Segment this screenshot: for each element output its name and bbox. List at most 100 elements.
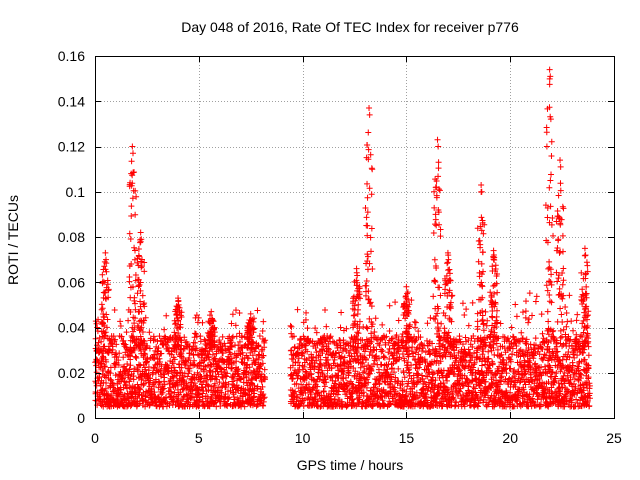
data-point	[519, 392, 526, 399]
data-point	[520, 386, 527, 393]
data-point	[332, 378, 339, 385]
data-point	[191, 357, 198, 364]
data-point	[188, 393, 195, 400]
data-point	[471, 385, 478, 392]
data-point	[295, 355, 302, 362]
data-point	[532, 335, 539, 342]
data-point	[128, 158, 135, 165]
data-point	[93, 369, 100, 376]
data-point	[393, 332, 400, 339]
data-point	[209, 351, 216, 358]
data-point	[197, 333, 204, 340]
data-point	[119, 375, 126, 382]
data-point	[255, 341, 262, 348]
data-point	[329, 385, 336, 392]
data-point	[431, 277, 438, 284]
data-point	[351, 372, 358, 379]
data-point	[414, 379, 421, 386]
data-point	[552, 375, 559, 382]
data-point	[479, 249, 486, 256]
data-point	[341, 354, 348, 361]
data-point	[563, 323, 570, 330]
data-point	[546, 258, 553, 265]
data-point	[435, 159, 442, 166]
data-point	[256, 368, 263, 375]
data-point	[366, 105, 373, 112]
data-point	[163, 403, 170, 410]
data-point	[129, 150, 136, 157]
data-point	[474, 347, 481, 354]
data-point	[389, 365, 396, 372]
y-tick-label: 0.02	[58, 365, 85, 381]
data-point	[338, 398, 345, 405]
data-point	[200, 379, 207, 386]
data-point	[328, 364, 335, 371]
data-point	[101, 362, 108, 369]
data-point	[340, 380, 347, 387]
data-point	[550, 232, 557, 239]
data-point	[344, 395, 351, 402]
data-point	[225, 381, 232, 388]
data-point	[557, 390, 564, 397]
data-point	[221, 340, 228, 347]
data-point	[136, 400, 143, 407]
data-point	[387, 371, 394, 378]
data-point	[361, 354, 368, 361]
data-point	[260, 398, 267, 405]
data-point	[302, 389, 309, 396]
data-point	[309, 385, 316, 392]
data-point	[233, 352, 240, 359]
data-point	[372, 315, 379, 322]
data-point	[117, 323, 124, 330]
data-point	[559, 248, 566, 255]
data-point	[460, 382, 467, 389]
data-point	[338, 353, 345, 360]
data-point	[223, 364, 230, 371]
data-point	[509, 351, 516, 358]
data-point	[143, 359, 150, 366]
data-point	[302, 368, 309, 375]
data-point	[113, 341, 120, 348]
data-point	[163, 312, 170, 319]
data-point	[465, 383, 472, 390]
data-point	[465, 322, 472, 329]
data-point	[323, 379, 330, 386]
data-point	[337, 344, 344, 351]
data-point	[537, 344, 544, 351]
data-point	[429, 371, 436, 378]
data-point	[529, 312, 536, 319]
data-point	[364, 325, 371, 332]
data-point	[180, 394, 187, 401]
data-point	[228, 355, 235, 362]
data-point	[352, 368, 359, 375]
data-point	[364, 374, 371, 381]
data-point	[161, 374, 168, 381]
data-point	[104, 369, 111, 376]
data-point	[165, 365, 172, 372]
data-point	[200, 357, 207, 364]
data-point	[140, 382, 147, 389]
data-point	[132, 211, 139, 218]
data-point	[548, 152, 555, 159]
data-point	[432, 377, 439, 384]
data-point	[320, 343, 327, 350]
data-point	[430, 293, 437, 300]
data-point	[305, 381, 312, 388]
x-tick-label: 0	[91, 430, 99, 446]
data-point	[419, 347, 426, 354]
data-point	[498, 374, 505, 381]
data-point	[478, 181, 485, 188]
data-point	[364, 194, 371, 201]
data-point	[436, 221, 443, 228]
data-point	[131, 297, 138, 304]
data-point	[523, 340, 530, 347]
data-point	[391, 384, 398, 391]
y-axis-title: ROTI / TECUs	[5, 195, 21, 285]
data-point	[399, 381, 406, 388]
data-point	[102, 249, 109, 256]
data-point	[386, 302, 393, 309]
data-point	[465, 346, 472, 353]
data-point	[365, 129, 372, 136]
data-point	[368, 225, 375, 232]
